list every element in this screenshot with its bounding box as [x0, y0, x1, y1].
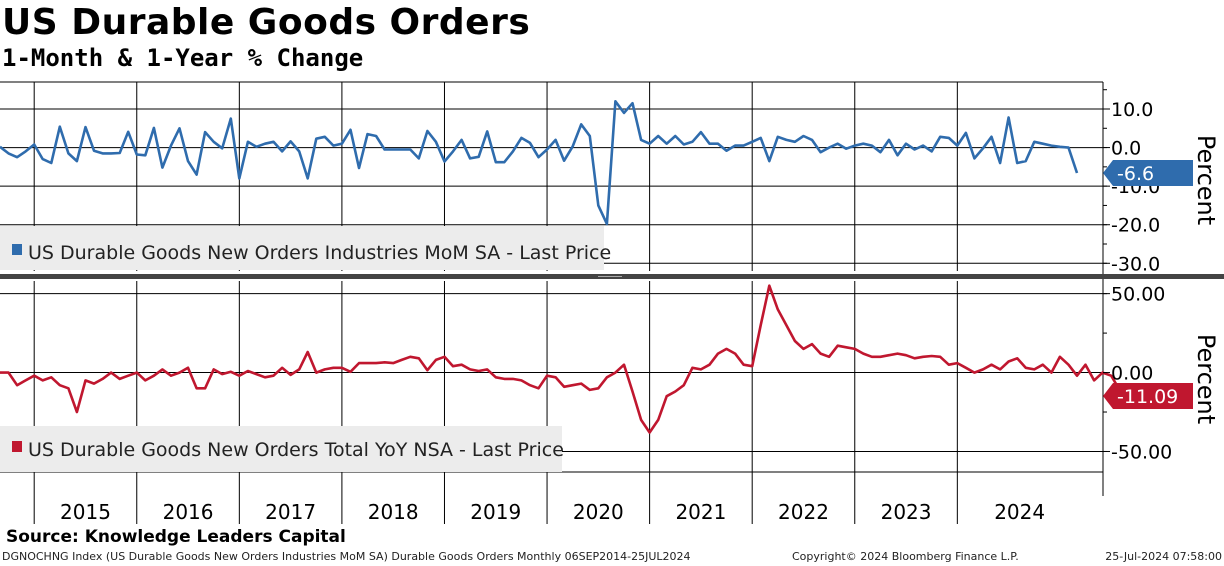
x-axis: 2015 2016 2017 2018 2019 2020 2021 2022 2023 2024 — [60, 500, 1045, 524]
yoy-series-line — [0, 284, 1121, 434]
yoy-tick-label: 0.00 — [1111, 363, 1153, 385]
chart-title: US Durable Goods Orders — [2, 2, 531, 43]
x-tick-label: 2019 — [470, 500, 521, 524]
x-tick-label: 2023 — [881, 500, 932, 524]
yoy-legend: US Durable Goods New Orders Total YoY NS… — [0, 426, 564, 472]
mom-tick-label: 10.0 — [1111, 99, 1153, 121]
x-tick-label: 2016 — [163, 500, 214, 524]
yoy-last-value-tag: -11.09 — [1103, 383, 1193, 409]
mom-tick-label: -20.0 — [1111, 215, 1160, 237]
yoy-tick-label: 50.00 — [1111, 284, 1165, 306]
yoy-series — [0, 284, 1121, 434]
source-line: Source: Knowledge Leaders Capital — [6, 527, 346, 547]
x-tick-label: 2018 — [368, 500, 419, 524]
yoy-legend-swatch — [12, 441, 22, 452]
yoy-last-value: -11.09 — [1117, 386, 1178, 408]
mom-tick-label: -30.0 — [1111, 253, 1160, 275]
yoy-y-axis-label: Percent — [1192, 334, 1220, 424]
footer-timestamp: 25-Jul-2024 07:58:00 — [1105, 550, 1222, 563]
yoy-tick-label: -50.00 — [1111, 441, 1172, 463]
mom-series — [0, 100, 1079, 226]
chart-subtitle: 1-Month & 1-Year % Change — [2, 44, 364, 72]
mom-last-value: -6.6 — [1117, 163, 1154, 185]
mom-y-axis: 10.00.0-10.0-20.0-30.0 — [1103, 89, 1160, 275]
yoy-y-axis: 50.00 0.00 -50.00 — [1103, 284, 1172, 463]
mom-y-axis-label: Percent — [1192, 135, 1220, 225]
x-tick-label: 2015 — [60, 500, 111, 524]
mom-tick-label: 0.0 — [1111, 138, 1141, 160]
mom-legend-text: US Durable Goods New Orders Industries M… — [28, 242, 611, 264]
yoy-legend-text: US Durable Goods New Orders Total YoY NS… — [28, 439, 564, 461]
x-tick-label: 2020 — [573, 500, 624, 524]
x-tick-label: 2017 — [265, 500, 316, 524]
x-tick-label: 2024 — [994, 500, 1045, 524]
x-tick-label: 2021 — [675, 500, 726, 524]
mom-legend-swatch — [12, 244, 22, 255]
footer-index-description: DGNOCHNG Index (US Durable Goods New Ord… — [2, 550, 691, 563]
mom-series-line — [0, 100, 1079, 226]
mom-last-value-tag: -6.6 — [1103, 160, 1193, 186]
mom-legend: US Durable Goods New Orders Industries M… — [0, 226, 611, 270]
x-tick-label: 2022 — [778, 500, 829, 524]
footer-copyright: Copyright© 2024 Bloomberg Finance L.P. — [792, 550, 1019, 563]
